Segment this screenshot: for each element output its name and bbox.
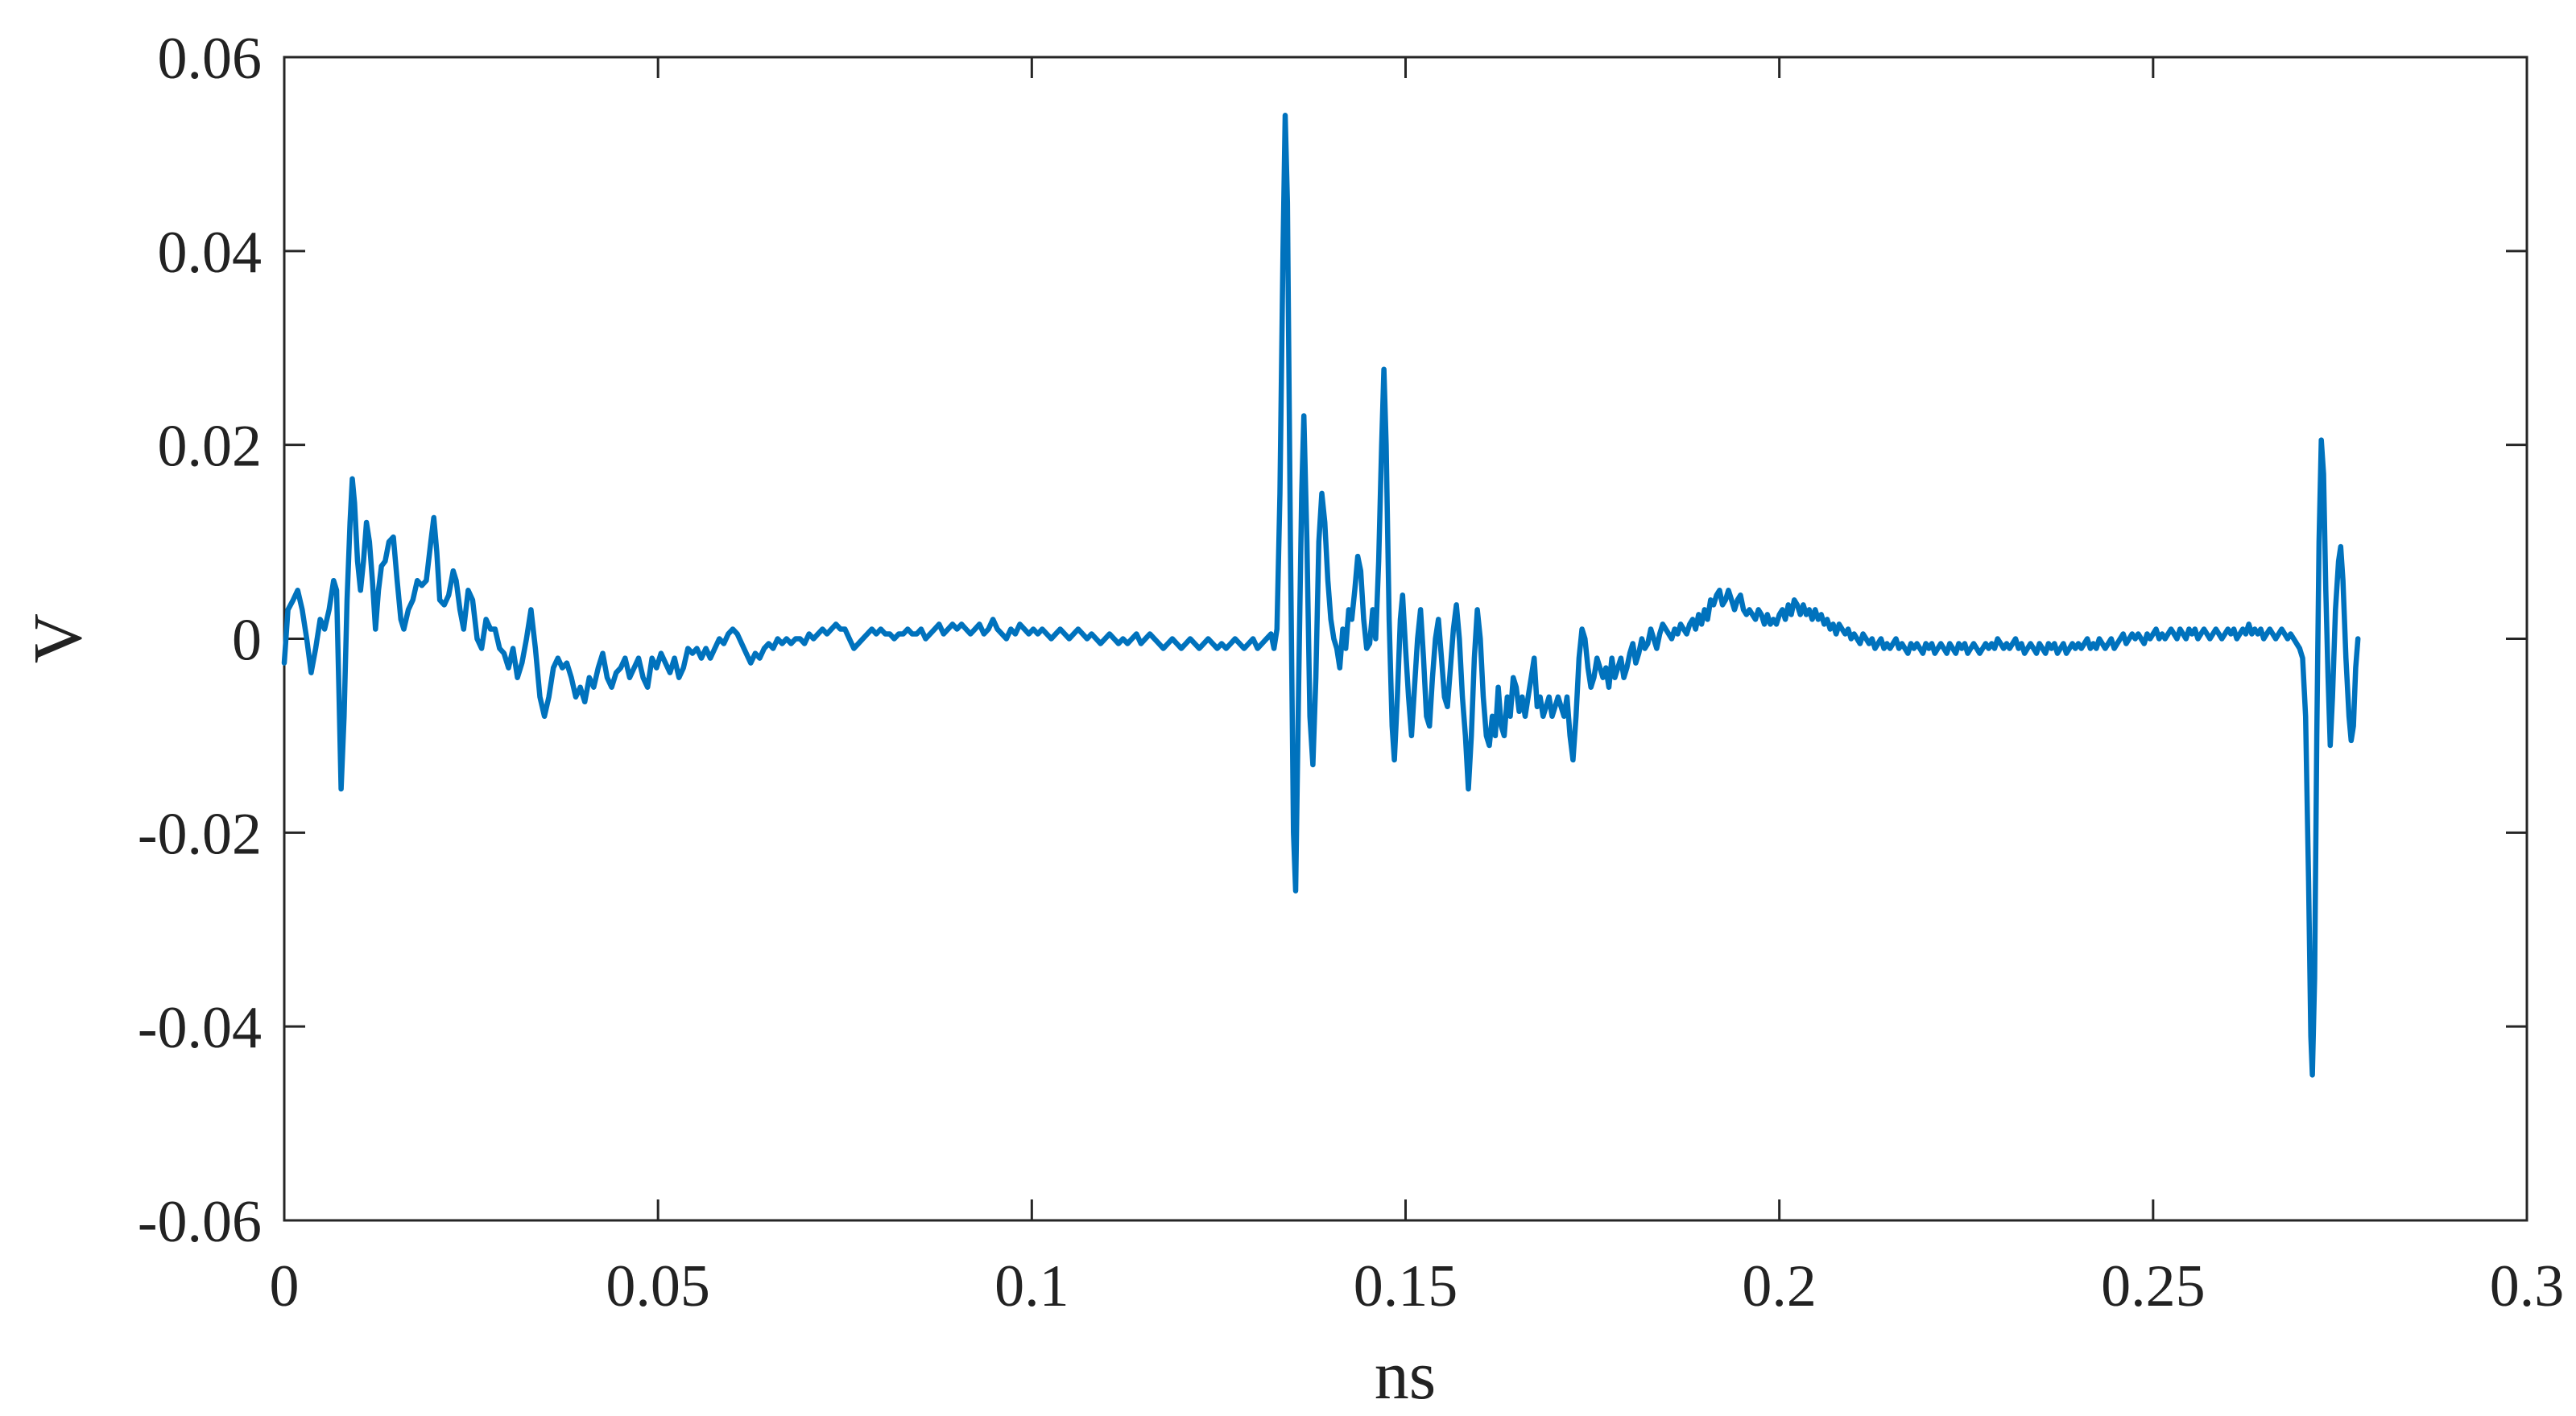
y-tick-label: 0.06 <box>158 26 263 92</box>
x-tick-label: 0.15 <box>1354 1253 1458 1319</box>
y-tick-label: -0.04 <box>138 995 262 1061</box>
y-tick-label: 0.04 <box>158 220 263 286</box>
x-tick-label: 0 <box>270 1253 300 1319</box>
x-tick-label: 0.2 <box>1742 1253 1817 1319</box>
y-tick-label: 0.02 <box>158 414 263 480</box>
y-tick-label: 0 <box>232 608 262 674</box>
x-axis-title: ns <box>1375 1336 1436 1414</box>
x-axis-tick-labels: 0 0.05 0.1 0.15 0.2 0.25 0.3 <box>270 1253 2565 1319</box>
y-axis-tick-labels: -0.06 -0.04 -0.02 0 0.02 0.04 0.06 <box>138 26 262 1255</box>
y-axis-title: V <box>19 613 96 663</box>
x-tick-label: 0.05 <box>606 1253 710 1319</box>
y-tick-label: -0.06 <box>138 1189 262 1255</box>
series-line <box>281 113 2361 1078</box>
x-tick-label: 0.25 <box>2101 1253 2206 1319</box>
x-tick-label: 0.3 <box>2490 1253 2565 1319</box>
y-tick-label: -0.02 <box>138 801 262 867</box>
x-tick-label: 0.1 <box>994 1253 1069 1319</box>
